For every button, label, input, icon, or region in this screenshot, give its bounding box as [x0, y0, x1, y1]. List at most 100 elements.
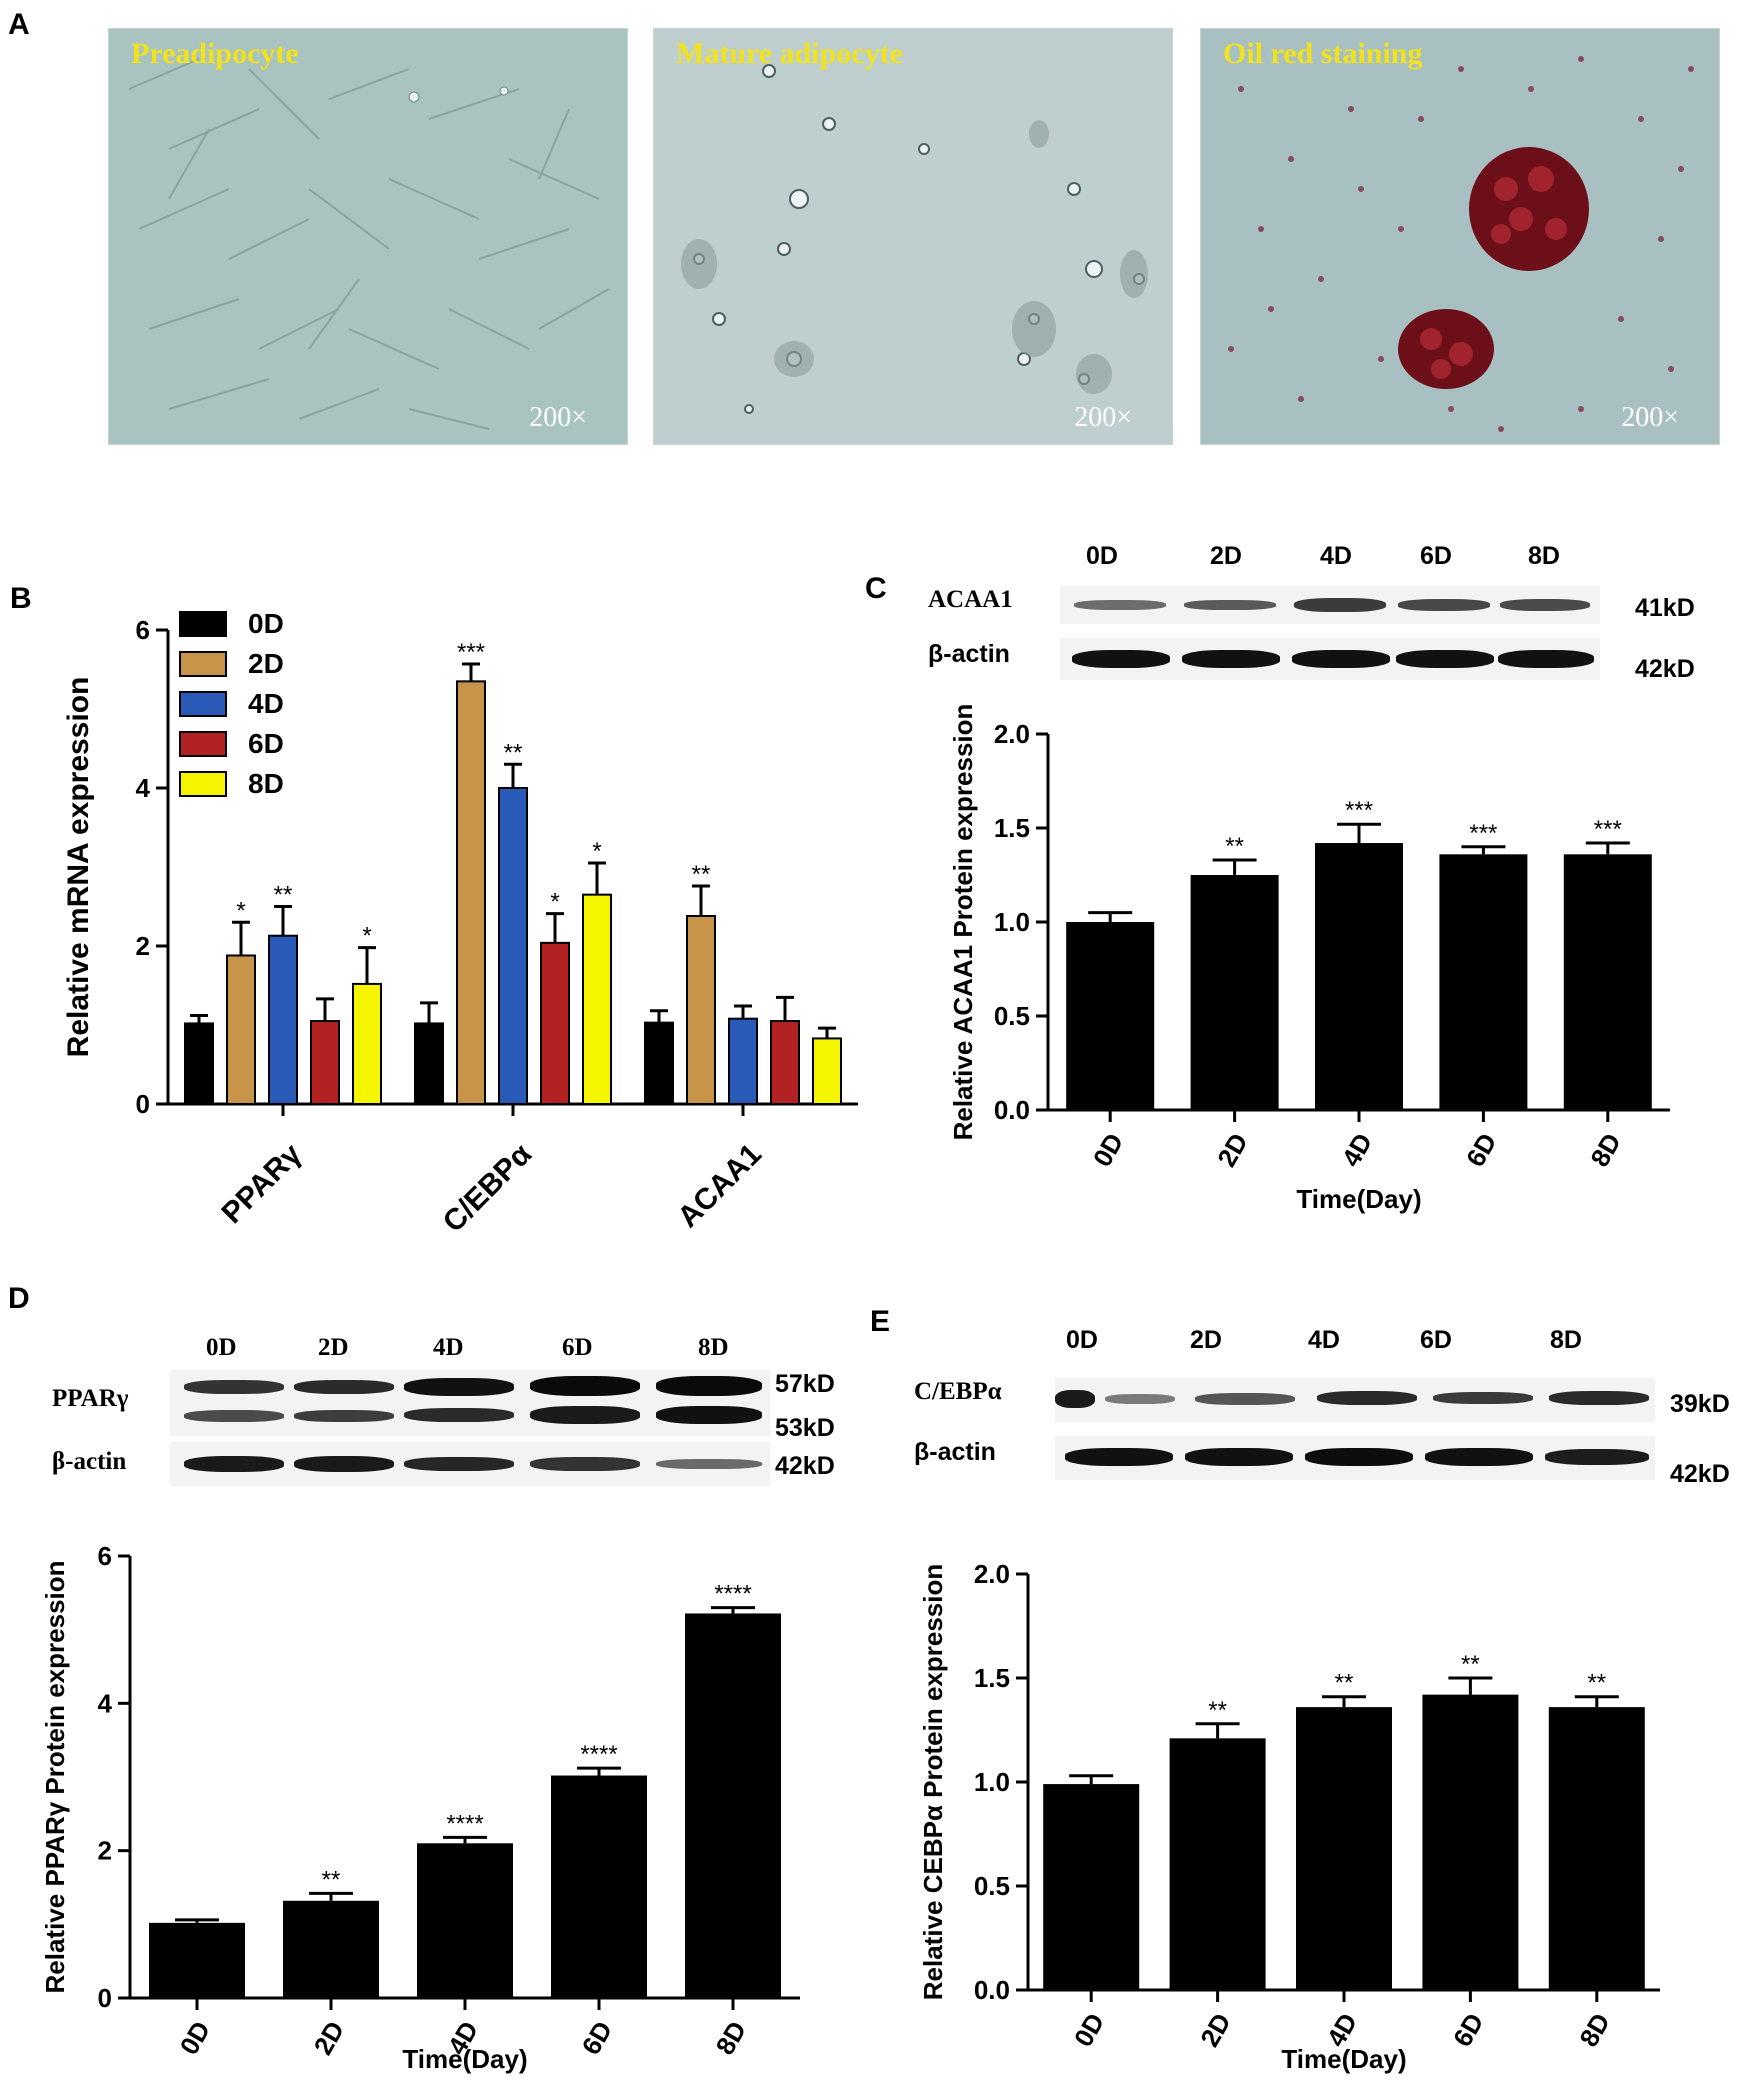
blot-band: [294, 1456, 394, 1472]
y-tick-label: 2: [136, 931, 150, 961]
blot-band: [656, 1376, 762, 1396]
legend-swatch: [179, 611, 227, 637]
bar: [770, 1020, 800, 1105]
significance-label: **: [504, 739, 523, 766]
preadipocyte-image: [109, 29, 627, 444]
bar: [582, 893, 612, 1105]
significance-label: ****: [446, 1810, 483, 1837]
bar: [456, 680, 486, 1105]
micrograph-title: Preadipocyte: [131, 37, 299, 70]
blot-band: [1305, 1448, 1413, 1466]
blot-lane-6d: 6D: [562, 1334, 593, 1361]
blot-e: 0D 2D 4D 6D 8D C/EBPα β-actin 39kD 42kD: [910, 1320, 1740, 1490]
blot-label-acaa1: ACAA1: [928, 586, 1013, 613]
oil-red-image: [1201, 29, 1719, 444]
x-axis-label: Time(Day): [1281, 2044, 1406, 2074]
y-tick-label: 6: [98, 1541, 112, 1571]
blot-strip-beta-actin: [1060, 638, 1600, 680]
blot-lane-4d: 4D: [1320, 542, 1352, 570]
blot-lane-0d: 0D: [1086, 542, 1118, 570]
bar: [226, 954, 256, 1106]
blot-band: [1294, 598, 1386, 612]
blot-band: [1185, 1448, 1293, 1466]
legend-label: 4D: [248, 688, 284, 719]
blot-band: [656, 1459, 762, 1469]
x-axis-label: Time(Day): [402, 2044, 527, 2074]
y-tick-label: 1.0: [974, 1767, 1010, 1797]
blot-strip-cebpa: [1055, 1378, 1655, 1422]
blot-band: [1433, 1392, 1533, 1404]
blot-d: 0D 2D 4D 6D 8D PPARγ β-actin 57kD 53kD 4…: [40, 1330, 860, 1500]
y-tick-label: 0.0: [994, 1095, 1030, 1125]
bar: [1066, 922, 1155, 1110]
bar: [1422, 1694, 1519, 1990]
bar: [417, 1843, 513, 1998]
blot-band: [656, 1406, 762, 1424]
x-tick-label: 8D: [1573, 2008, 1616, 2052]
significance-label: **: [1461, 1651, 1480, 1678]
y-tick-label: 0.5: [994, 1001, 1030, 1031]
bar: [184, 1022, 214, 1106]
blot-band: [404, 1457, 514, 1471]
y-tick-label: 2.0: [994, 719, 1030, 749]
blot-band: [1182, 650, 1280, 668]
blot-band: [404, 1408, 514, 1422]
x-tick-label: C/EBPα: [437, 1137, 539, 1239]
blot-label-cebpa: C/EBPα: [914, 1378, 1002, 1405]
y-tick-label: 2.0: [974, 1559, 1010, 1589]
blot-band: [1545, 1449, 1649, 1465]
significance-label: ***: [457, 639, 485, 666]
blot-kd-41: 41kD: [1635, 594, 1695, 622]
blot-band: [1398, 599, 1490, 611]
y-tick-label: 0.5: [974, 1871, 1010, 1901]
significance-label: ***: [1594, 816, 1622, 843]
blot-lane-8d: 8D: [698, 1334, 729, 1361]
y-axis-label: Relative PPARγ Protein expression: [40, 1560, 70, 1993]
mature-adipocyte-image: [654, 29, 1172, 444]
blot-band: [1105, 1394, 1175, 1404]
blot-band: [294, 1410, 394, 1422]
y-tick-label: 6: [136, 615, 150, 645]
x-tick-label: 2D: [1194, 2008, 1237, 2052]
y-tick-label: 0: [136, 1089, 150, 1119]
significance-label: ****: [714, 1581, 751, 1608]
legend-swatch: [179, 651, 227, 677]
y-tick-label: 2: [98, 1836, 112, 1866]
blot-label-beta-actin: β-actin: [914, 1438, 996, 1466]
blot-strip-beta-actin: [1055, 1436, 1655, 1480]
bar: [686, 914, 716, 1106]
bar: [352, 982, 382, 1106]
legend-swatch: [179, 731, 227, 757]
panel-letter-b: B: [10, 582, 32, 615]
blot-kd-39: 39kD: [1670, 1390, 1730, 1418]
blot-strip-acaa1: [1060, 586, 1600, 624]
blot-band: [1292, 650, 1390, 668]
micrograph-preadipocyte: Preadipocyte 200×: [108, 28, 628, 445]
blot-band: [1498, 650, 1594, 668]
legend-label: 0D: [248, 608, 284, 639]
blot-band: [1195, 1393, 1295, 1405]
x-tick-label: 2D: [1211, 1128, 1254, 1172]
blot-lane-6d: 6D: [1420, 1326, 1452, 1354]
legend-swatch: [179, 691, 227, 717]
micrograph-mature-adipocyte: Mature adipocyte 200×: [653, 28, 1173, 445]
bar: [1548, 1707, 1645, 1990]
blot-lane-0d: 0D: [1066, 1326, 1098, 1354]
chart-e-cebpa-protein: 0.0 0.5 1.0 1.5 2.0 Relative CEBPα Protein ex…: [918, 1559, 1660, 2074]
blot-label-beta-actin: β-actin: [928, 640, 1010, 668]
x-tick-label: 0D: [174, 2016, 217, 2060]
bar: [540, 941, 570, 1105]
y-tick-label: 0.0: [974, 1975, 1010, 2005]
blot-band: [1184, 600, 1276, 610]
blot-lane-8d: 8D: [1528, 542, 1560, 570]
micrograph-title: Oil red staining: [1223, 37, 1423, 70]
y-axis-label: Relative ACAA1 Protein expression: [948, 704, 978, 1141]
bar: [498, 787, 528, 1105]
panel-letter-d: D: [8, 1282, 30, 1315]
blot-band: [184, 1456, 284, 1472]
y-tick-label: 1.0: [994, 907, 1030, 937]
bar: [1190, 875, 1279, 1110]
micrograph-oil-red: Oil red staining 200×: [1200, 28, 1720, 445]
x-tick-label: 8D: [1584, 1128, 1627, 1172]
blot-band: [530, 1457, 640, 1471]
